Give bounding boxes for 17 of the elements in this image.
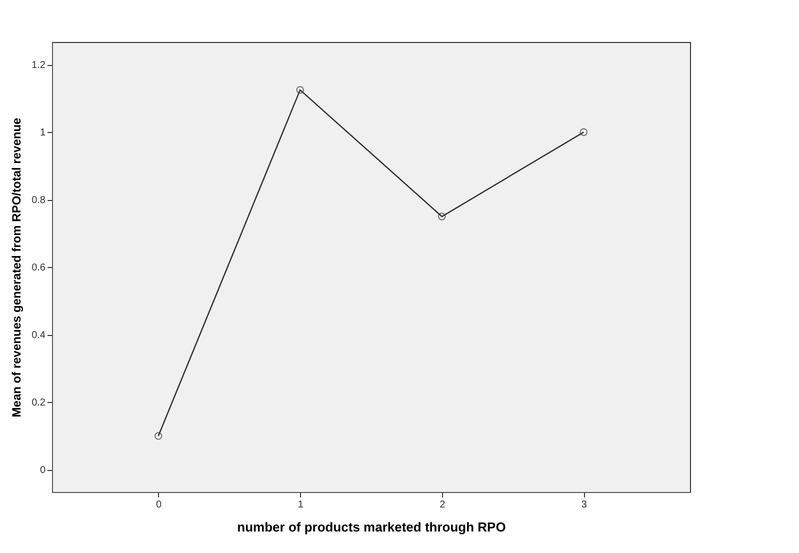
y-axis-title: Mean of revenues generated from RPO/total revenue	[10, 117, 24, 418]
y-tick-label: 0.8	[32, 195, 46, 206]
point	[296, 86, 304, 94]
y-tick-label: 0.2	[32, 398, 46, 409]
point	[580, 128, 588, 136]
point	[438, 212, 446, 220]
x-tick-label: 0	[156, 500, 162, 510]
x-tick-label: 1	[298, 500, 304, 510]
x-axis-title: number of products marketed through RPO	[237, 520, 506, 534]
y-tick-label: 1	[40, 128, 46, 139]
x-tick-label: 3	[581, 500, 588, 510]
y-tick-label: 0.4	[32, 330, 46, 342]
y-tick-label: 1.2	[32, 60, 46, 72]
x-tick-label: 2	[440, 500, 446, 510]
point	[154, 432, 162, 440]
y-tick-label: 0	[40, 465, 46, 476]
y-tick-label: 0.6	[32, 262, 46, 274]
